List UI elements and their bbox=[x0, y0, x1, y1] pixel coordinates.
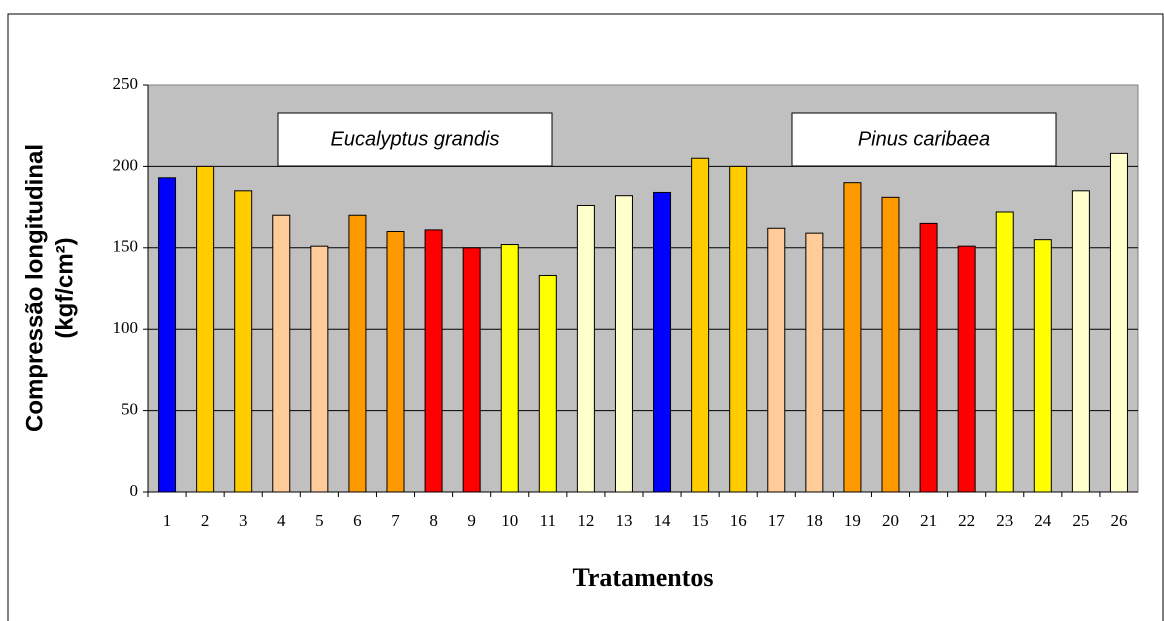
bar bbox=[196, 165, 215, 493]
bar bbox=[1071, 190, 1090, 493]
annotation-box bbox=[791, 112, 1057, 167]
x-tick-label: 3 bbox=[239, 511, 248, 530]
bar bbox=[691, 157, 710, 493]
y-tick-label: 50 bbox=[121, 400, 138, 419]
x-tick-label: 24 bbox=[1034, 511, 1052, 530]
x-tick-label: 18 bbox=[806, 511, 823, 530]
bar bbox=[310, 245, 329, 493]
x-tick-label: 9 bbox=[467, 511, 476, 530]
annotation: Pinus caribaea bbox=[858, 128, 990, 150]
y-tick-label: 100 bbox=[113, 318, 139, 337]
bar bbox=[729, 165, 748, 493]
x-tick-label: 11 bbox=[540, 511, 556, 530]
bar bbox=[538, 274, 557, 493]
x-tick-label: 22 bbox=[958, 511, 975, 530]
x-tick-label: 14 bbox=[654, 511, 672, 530]
x-tick-label: 5 bbox=[315, 511, 324, 530]
x-tick-label: 26 bbox=[1110, 511, 1127, 530]
x-tick-label: 21 bbox=[920, 511, 937, 530]
y-axis-label: Compressão longitudinal bbox=[21, 144, 48, 432]
bar bbox=[957, 245, 976, 493]
x-tick-label: 23 bbox=[996, 511, 1013, 530]
x-tick-label: 7 bbox=[391, 511, 400, 530]
y-tick-label: 200 bbox=[113, 155, 139, 174]
y-tick-label: 250 bbox=[113, 74, 139, 93]
annotation: Eucalyptus grandis bbox=[331, 128, 500, 150]
x-tick-label: 16 bbox=[730, 511, 747, 530]
annotation-box bbox=[277, 112, 553, 167]
x-tick-label: 15 bbox=[692, 511, 709, 530]
x-tick-label: 13 bbox=[615, 511, 632, 530]
bar bbox=[995, 211, 1014, 493]
bar bbox=[348, 214, 367, 493]
bar bbox=[881, 196, 900, 493]
bar bbox=[158, 177, 177, 493]
bar bbox=[462, 247, 481, 493]
x-axis-label: Tratamentos bbox=[572, 563, 713, 592]
x-tick-label: 10 bbox=[501, 511, 518, 530]
bar bbox=[919, 222, 938, 493]
x-tick-label: 19 bbox=[844, 511, 861, 530]
x-tick-label: 4 bbox=[277, 511, 286, 530]
x-tick-label: 8 bbox=[429, 511, 438, 530]
bar bbox=[424, 229, 443, 493]
y-axis-label: (kgf/cm²) bbox=[51, 237, 78, 338]
x-tick-label: 25 bbox=[1072, 511, 1089, 530]
x-tick-label: 17 bbox=[768, 511, 786, 530]
bar bbox=[576, 204, 595, 493]
y-tick-label: 0 bbox=[130, 481, 139, 500]
bar bbox=[1033, 239, 1052, 493]
x-tick-label: 12 bbox=[577, 511, 594, 530]
x-tick-label: 20 bbox=[882, 511, 899, 530]
bar bbox=[653, 191, 672, 493]
x-tick-label: 6 bbox=[353, 511, 362, 530]
frame bbox=[7, 13, 1164, 621]
x-tick-label: 1 bbox=[163, 511, 172, 530]
bar bbox=[614, 195, 633, 493]
y-tick-label: 150 bbox=[113, 237, 139, 256]
bar bbox=[386, 231, 405, 493]
bar bbox=[500, 244, 519, 493]
x-tick-label: 2 bbox=[201, 511, 210, 530]
bar bbox=[1109, 152, 1128, 493]
bar bbox=[767, 227, 786, 493]
bar bbox=[234, 190, 253, 493]
bar bbox=[272, 214, 291, 493]
bar bbox=[843, 182, 862, 493]
bar bbox=[805, 232, 824, 493]
